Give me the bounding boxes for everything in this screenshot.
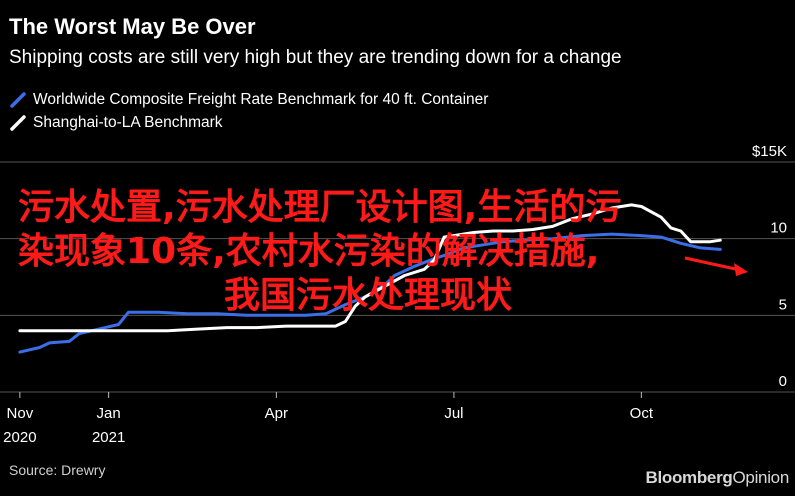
overlay-line-3: 我国污水处理现状	[223, 275, 512, 316]
y-tick-label-2: 10	[770, 220, 787, 237]
x-tick-label-4: Oct	[630, 405, 654, 422]
x-tick-label-1: Jan	[97, 405, 121, 422]
brand-light: Opinion	[732, 468, 790, 487]
overlay-arrow	[684, 256, 748, 276]
source-note: Source: Drewry	[9, 462, 106, 478]
y-tick-label-1: 5	[779, 296, 787, 313]
brand-bold: Bloomberg	[645, 468, 733, 487]
series-line-1	[18, 203, 722, 333]
y-tick-labels: 0 5 10 $15K	[752, 143, 787, 390]
legend-entry-shanghai-la: Shanghai-to-LA Benchmark	[9, 111, 488, 134]
y-tick-label-3: $15K	[752, 143, 787, 160]
x-tick-label-3: Jul	[444, 405, 463, 422]
overlay-line-2: 染现象10条,农村水污染的解决措施,	[18, 231, 600, 272]
x-tick-label-2: Apr	[265, 405, 288, 422]
chart-title: The Worst May Be Over	[9, 14, 256, 39]
legend-label-shanghai-la: Shanghai-to-LA Benchmark	[33, 114, 223, 131]
brand-logo: BloombergOpinion	[645, 468, 789, 488]
legend-swatch-composite	[10, 91, 26, 108]
x-tick-sublabel-1: 2021	[92, 429, 125, 446]
overlay-line-1: 污水处置,污水处理厂设计图,生活的污	[18, 187, 622, 228]
overlay-watermark-text: 污水处置,污水处理厂设计图,生活的污 染现象10条,农村水污染的解决措施, 我国…	[18, 186, 758, 318]
x-tick-label-0: Nov	[7, 405, 34, 422]
x-tick-labels: Nov 2020 Jan 2021 Apr Jul Oct	[3, 392, 654, 446]
legend-swatch-shanghai-la	[10, 114, 26, 131]
legend: Worldwide Composite Freight Rate Benchma…	[9, 88, 488, 134]
legend-entry-composite: Worldwide Composite Freight Rate Benchma…	[9, 88, 488, 111]
series-lines	[18, 203, 722, 354]
chart-subtitle: Shipping costs are still very high but t…	[9, 47, 622, 68]
x-tick-sublabel-0: 2020	[3, 429, 36, 446]
y-tick-label-0: 0	[779, 373, 787, 390]
legend-label-composite: Worldwide Composite Freight Rate Benchma…	[33, 91, 489, 108]
